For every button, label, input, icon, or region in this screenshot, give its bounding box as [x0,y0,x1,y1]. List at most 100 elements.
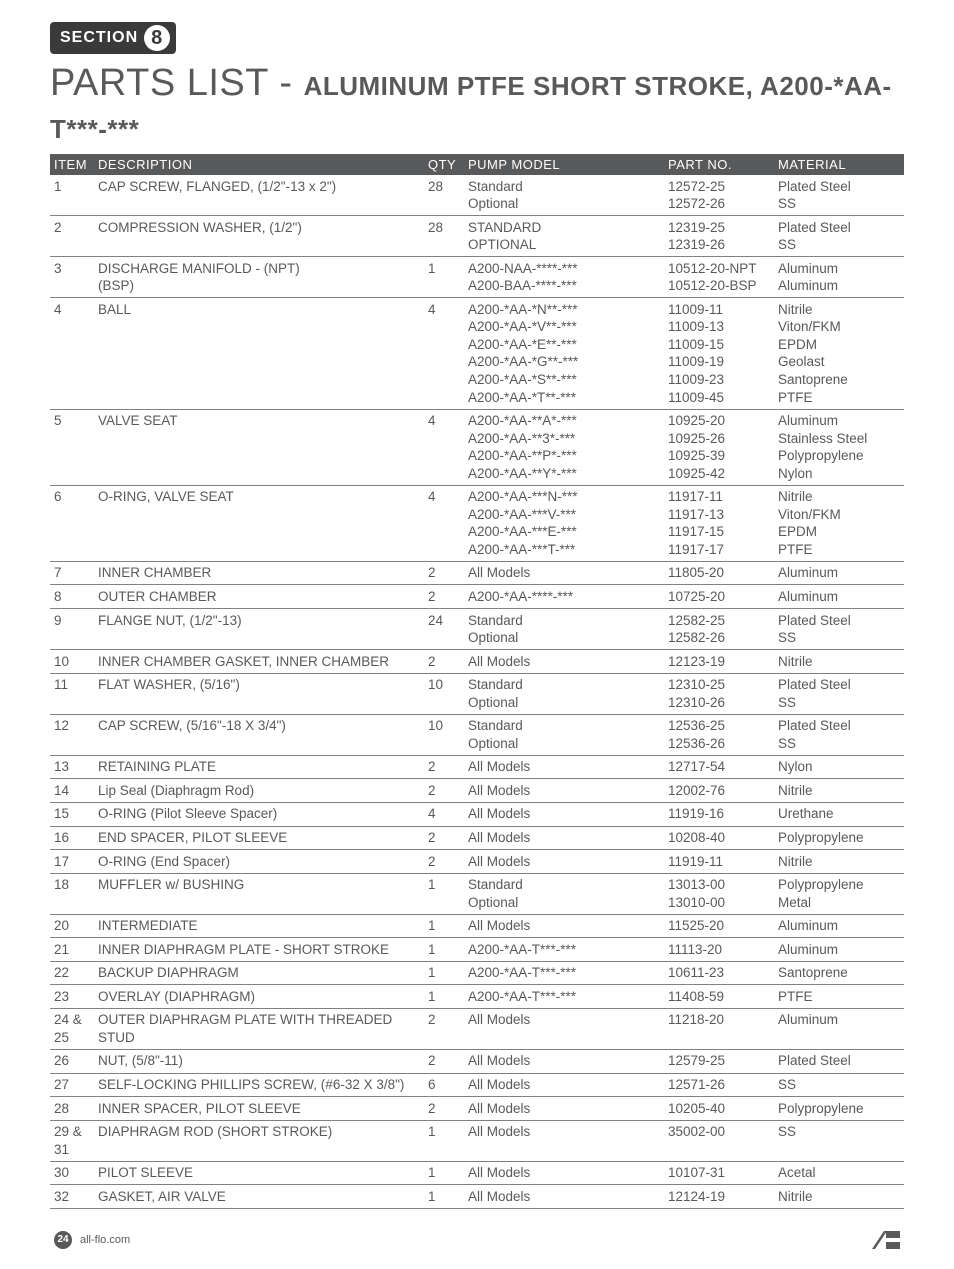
cell-desc: INTERMEDIATE [94,914,424,938]
cell-mat: Santoprene [774,961,904,985]
cell-mat: SS [774,1073,904,1097]
page-title: PARTS LIST - ALUMINUM PTFE SHORT STROKE,… [50,62,904,148]
cell-item: 8 [50,585,94,609]
cell-mat: Aluminum Aluminum [774,257,904,298]
table-row: 2COMPRESSION WASHER, (1/2")28STANDARD OP… [50,216,904,257]
table-row: 23OVERLAY (DIAPHRAGM)1A200-*AA-T***-***1… [50,985,904,1009]
table-row: 26NUT, (5/8"-11)2All Models12579-25Plate… [50,1049,904,1073]
cell-model: Standard Optional [464,175,664,216]
table-row: 5VALVE SEAT4A200-*AA-**A*-*** A200-*AA-*… [50,409,904,485]
cell-model: All Models [464,1161,664,1185]
cell-part: 10925-20 10925-26 10925-39 10925-42 [664,409,774,485]
cell-qty: 1 [424,873,464,914]
cell-item: 29 & 31 [50,1120,94,1161]
cell-desc: DISCHARGE MANIFOLD - (NPT) (BSP) [94,257,424,298]
cell-part: 10725-20 [664,585,774,609]
cell-qty: 2 [424,755,464,779]
cell-model: All Models [464,650,664,674]
cell-item: 4 [50,298,94,409]
cell-qty: 2 [424,779,464,803]
cell-part: 10205-40 [664,1097,774,1121]
cell-model: Standard Optional [464,714,664,755]
cell-item: 2 [50,216,94,257]
cell-model: All Models [464,561,664,585]
cell-model: All Models [464,1097,664,1121]
cell-model: A200-*AA-T***-*** [464,938,664,962]
cell-qty: 1 [424,985,464,1009]
cell-desc: NUT, (5/8"-11) [94,1049,424,1073]
table-row: 9FLANGE NUT, (1/2"-13)24Standard Optiona… [50,609,904,650]
cell-desc: O-RING, VALVE SEAT [94,485,424,561]
table-row: 32GASKET, AIR VALVE1All Models12124-19Ni… [50,1185,904,1209]
cell-model: All Models [464,1120,664,1161]
cell-desc: Lip Seal (Diaphragm Rod) [94,779,424,803]
cell-mat: Polypropylene [774,826,904,850]
cell-part: 35002-00 [664,1120,774,1161]
cell-desc: O-RING (Pilot Sleeve Spacer) [94,802,424,826]
cell-item: 7 [50,561,94,585]
cell-mat: Nitrile Viton/FKM EPDM Geolast Santopren… [774,298,904,409]
cell-item: 32 [50,1185,94,1209]
cell-item: 10 [50,650,94,674]
cell-desc: CAP SCREW, FLANGED, (1/2"-13 x 2") [94,175,424,216]
section-label: SECTION [60,29,138,47]
cell-qty: 10 [424,714,464,755]
cell-mat: Plated Steel SS [774,216,904,257]
cell-part: 11919-16 [664,802,774,826]
cell-item: 17 [50,850,94,874]
cell-item: 20 [50,914,94,938]
cell-mat: Nitrile [774,779,904,803]
cell-model: Standard Optional [464,673,664,714]
cell-qty: 1 [424,257,464,298]
cell-item: 18 [50,873,94,914]
cell-desc: INNER CHAMBER [94,561,424,585]
cell-qty: 28 [424,216,464,257]
cell-part: 11919-11 [664,850,774,874]
cell-mat: Plated Steel SS [774,714,904,755]
cell-qty: 2 [424,561,464,585]
cell-part: 10611-23 [664,961,774,985]
table-row: 7INNER CHAMBER2All Models11805-20Aluminu… [50,561,904,585]
cell-model: All Models [464,779,664,803]
table-row: 30PILOT SLEEVE1All Models10107-31Acetal [50,1161,904,1185]
cell-qty: 2 [424,585,464,609]
cell-model: STANDARD OPTIONAL [464,216,664,257]
cell-model: All Models [464,1185,664,1209]
table-row: 1CAP SCREW, FLANGED, (1/2"-13 x 2")28Sta… [50,175,904,216]
cell-qty: 1 [424,961,464,985]
cell-desc: INNER DIAPHRAGM PLATE - SHORT STROKE [94,938,424,962]
col-part-no: PART NO. [664,154,774,175]
cell-mat: Polypropylene Metal [774,873,904,914]
cell-part: 12310-25 12310-26 [664,673,774,714]
cell-qty: 2 [424,1049,464,1073]
cell-mat: Aluminum [774,1008,904,1049]
table-row: 13RETAINING PLATE2All Models12717-54Nylo… [50,755,904,779]
cell-part: 13013-00 13010-00 [664,873,774,914]
cell-desc: O-RING (End Spacer) [94,850,424,874]
cell-part: 12124-19 [664,1185,774,1209]
parts-table: ITEM DESCRIPTION QTY PUMP MODEL PART NO.… [50,154,904,1209]
page-number: 24 [54,1231,72,1249]
cell-item: 21 [50,938,94,962]
col-pump-model: PUMP MODEL [464,154,664,175]
cell-desc: BACKUP DIAPHRAGM [94,961,424,985]
cell-qty: 2 [424,850,464,874]
cell-qty: 4 [424,485,464,561]
table-row: 17O-RING (End Spacer)2All Models11919-11… [50,850,904,874]
footer-site: all-flo.com [80,1234,130,1246]
cell-item: 5 [50,409,94,485]
cell-qty: 4 [424,298,464,409]
cell-desc: PILOT SLEEVE [94,1161,424,1185]
cell-desc: OUTER DIAPHRAGM PLATE WITH THREADED STUD [94,1008,424,1049]
table-row: 3DISCHARGE MANIFOLD - (NPT) (BSP)1A200-N… [50,257,904,298]
cell-mat: Aluminum [774,914,904,938]
cell-model: All Models [464,755,664,779]
cell-part: 11408-59 [664,985,774,1009]
cell-desc: FLAT WASHER, (5/16") [94,673,424,714]
cell-part: 11917-11 11917-13 11917-15 11917-17 [664,485,774,561]
cell-desc: CAP SCREW, (5/16"-18 X 3/4") [94,714,424,755]
cell-part: 10208-40 [664,826,774,850]
cell-model: Standard Optional [464,873,664,914]
cell-desc: RETAINING PLATE [94,755,424,779]
title-main: PARTS LIST - [50,62,304,104]
